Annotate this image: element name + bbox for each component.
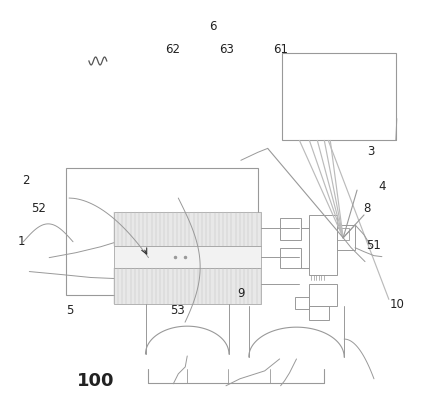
Text: 5: 5 [66,303,74,317]
Text: 51: 51 [366,238,381,252]
Bar [282,53,396,140]
Text: 62: 62 [166,43,181,56]
Text: 4: 4 [378,180,386,193]
Text: 6: 6 [209,20,217,33]
Bar [280,218,301,240]
Text: 10: 10 [390,297,405,310]
Text: 8: 8 [363,202,370,215]
Bar [337,228,349,240]
Bar [309,284,337,306]
Bar [295,297,309,309]
Bar [114,212,261,246]
Bar [280,248,301,267]
Text: 53: 53 [170,303,185,317]
Bar [114,267,261,304]
Text: 1: 1 [18,234,25,247]
Bar [114,246,261,267]
Text: 63: 63 [219,43,234,56]
Text: 100: 100 [78,372,115,390]
Bar [66,168,258,295]
Text: 9: 9 [237,288,245,300]
Text: 52: 52 [31,202,47,215]
Text: 3: 3 [367,145,375,158]
Bar [337,225,355,249]
Bar [309,306,329,320]
Text: 61: 61 [273,43,288,56]
Bar [309,215,337,274]
Text: 2: 2 [22,174,29,187]
